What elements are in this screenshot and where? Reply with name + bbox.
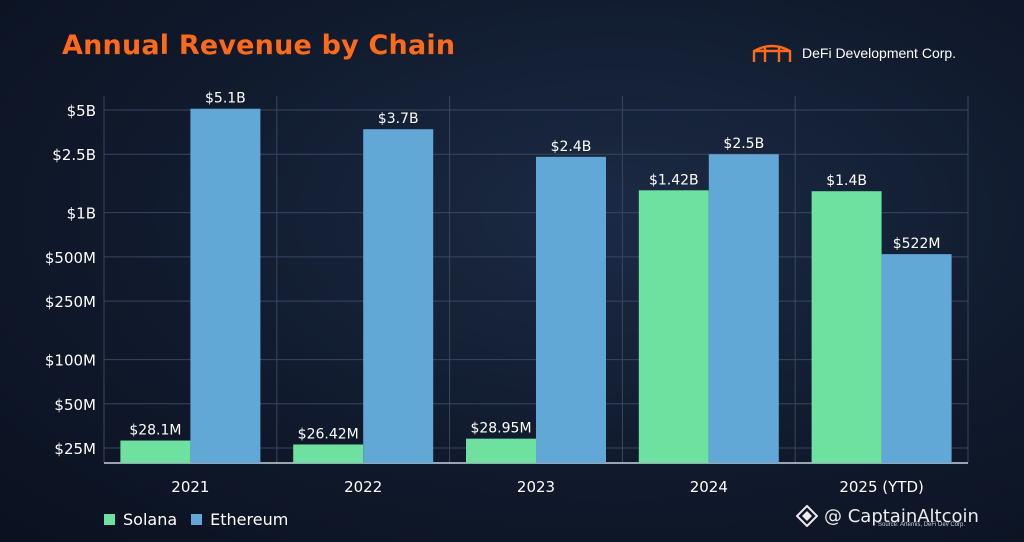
bar-solana [466,438,536,463]
x-axis-ticks: 2021 2022 2023 2024 2025 (YTD) [171,478,924,496]
data-label: $2.4B [551,139,592,155]
chart-title: Annual Revenue by Chain [62,30,456,61]
legend-item-solana: Solana [104,510,177,529]
y-tick-label: $50M [54,396,96,414]
data-label: $28.95M [470,421,531,437]
data-labels: $28.1M $5.1B $26.42M $3.7B $28.95M $2.4B $1.42… [129,91,940,443]
brand-name: DeFi Development Corp. [802,45,957,61]
data-label: $26.42M [298,426,359,442]
legend: Solana Ethereum [104,510,302,529]
diamond-logo-icon [796,505,818,527]
y-tick-label: $250M [45,293,96,311]
bar-solana [120,440,191,463]
bar-ethereum [190,108,261,463]
x-tick-label: 2021 [171,478,209,496]
bar-solana [811,191,882,463]
data-label: $5.1B [205,91,246,107]
source-note: Source: Artemis, DeFi Dev Corp. [878,522,966,528]
x-tick-label: 2023 [517,478,555,496]
y-tick-label: $1B [67,205,96,223]
legend-swatch-ethereum [191,514,203,525]
legend-swatch-solana [104,514,115,525]
bridge-logo-icon [752,44,792,62]
brand-logo: DeFi Development Corp. [752,42,956,64]
data-label: $1.4B [826,173,867,189]
bar-ethereum [881,254,952,463]
data-label: $3.7B [378,111,419,127]
y-tick-label: $2.5B [52,146,96,164]
data-label: $28.1M [129,423,181,439]
bars [120,108,952,464]
bar-ethereum [708,154,779,464]
data-label: $2.5B [723,136,764,152]
x-tick-label: 2024 [690,478,728,496]
data-label: $1.42B [649,172,699,188]
watermark: @ CaptainAltcoin [796,505,979,527]
data-label: $522M [893,236,941,252]
y-tick-label: $500M [45,249,96,267]
bar-solana [638,190,709,463]
legend-label-ethereum: Ethereum [210,510,289,529]
legend-label-solana: Solana [123,510,178,529]
bar-ethereum [363,129,434,463]
bar-solana [293,444,364,463]
bar-ethereum [536,156,606,464]
y-tick-label: $100M [45,352,96,370]
watermark-text: @ CaptainAltcoin [824,505,979,527]
y-tick-label: $5B [67,102,96,120]
x-tick-label: 2025 (YTD) [839,478,924,496]
y-axis-ticks: $25M $50M $100M $250M $500M $1B $2.5B $5B [45,102,96,458]
y-tick-label: $25M [54,440,96,458]
legend-item-ethereum: Ethereum [191,510,288,529]
x-tick-label: 2022 [344,478,382,496]
